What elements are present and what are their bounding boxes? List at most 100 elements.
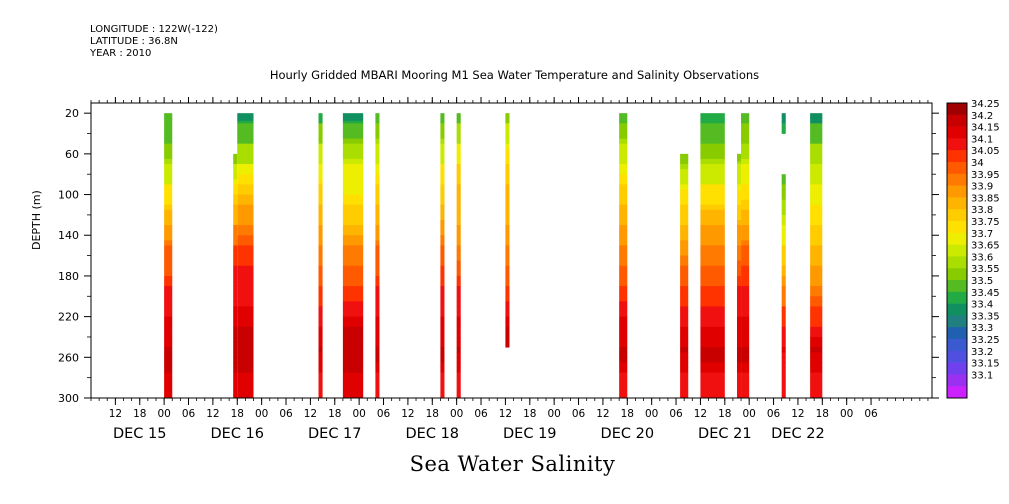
salinity-cell [680, 260, 689, 267]
salinity-cell [810, 392, 823, 396]
salinity-cell [233, 240, 238, 246]
salinity-cell [810, 395, 823, 399]
x-tick-label: 18 [231, 408, 244, 420]
salinity-cell [375, 209, 380, 216]
salinity-cell [456, 115, 461, 119]
salinity-cell [233, 255, 238, 262]
salinity-cell [164, 123, 173, 129]
salinity-cell [680, 158, 689, 162]
salinity-cell [505, 158, 510, 165]
salinity-cell [741, 390, 750, 394]
salinity-cell [505, 255, 510, 262]
salinity-cell [505, 169, 510, 175]
salinity-cell [700, 164, 725, 170]
salinity-cell [456, 306, 461, 312]
salinity-cell [456, 128, 461, 134]
salinity-cell [318, 115, 323, 119]
salinity-cell [505, 194, 510, 201]
salinity-cell [619, 115, 628, 119]
salinity-cell [700, 169, 725, 175]
salinity-cell [700, 115, 725, 119]
salinity-cell [237, 123, 254, 129]
salinity-cell [736, 156, 742, 160]
salinity-cell [736, 270, 742, 277]
salinity-cell [680, 392, 689, 396]
salinity-cell [736, 326, 742, 333]
salinity-cell [700, 306, 725, 312]
salinity-cell [375, 143, 380, 150]
salinity-cell [233, 372, 238, 379]
salinity-cell [456, 296, 461, 302]
salinity-cell [318, 296, 323, 302]
salinity-cell [375, 118, 380, 122]
salinity-cell [700, 387, 725, 391]
plot-frame [90, 102, 933, 399]
salinity-cell [619, 326, 628, 333]
salinity-cell [233, 357, 238, 363]
salinity-cell [810, 138, 823, 145]
salinity-cell [619, 194, 628, 201]
salinity-cell [375, 199, 380, 206]
salinity-cell [440, 306, 445, 312]
salinity-cell [342, 387, 364, 391]
salinity-cell [505, 301, 510, 307]
salinity-cell [456, 395, 461, 399]
salinity-cell [810, 148, 823, 155]
x-tick-label: 00 [352, 408, 365, 420]
salinity-cell [781, 230, 786, 236]
salinity-cell [505, 214, 510, 221]
salinity-cell [440, 331, 445, 338]
salinity-cell [736, 153, 742, 157]
salinity-cell [237, 387, 254, 391]
salinity-cell [237, 115, 254, 119]
salinity-cell [342, 158, 364, 165]
salinity-cell [741, 209, 750, 216]
salinity-cell [440, 179, 445, 185]
salinity-cell [375, 311, 380, 318]
x-day-label: DEC 17 [308, 426, 362, 442]
salinity-cell [318, 169, 323, 175]
salinity-cell [736, 179, 742, 185]
x-tick-label: 06 [474, 408, 488, 420]
salinity-cell [237, 148, 254, 155]
salinity-cell [375, 342, 380, 348]
salinity-cell [375, 331, 380, 338]
salinity-cell [741, 174, 750, 180]
salinity-cell [700, 390, 725, 394]
colorbar-swatch [947, 138, 967, 151]
salinity-cell [164, 255, 173, 262]
salinity-cell [375, 382, 380, 389]
salinity-cell [164, 291, 173, 297]
salinity-cell [456, 113, 461, 117]
salinity-cell [318, 245, 323, 251]
salinity-cell [237, 209, 254, 216]
salinity-cell [375, 123, 380, 129]
salinity-cell [237, 286, 254, 292]
salinity-cell [164, 367, 173, 373]
salinity-cell [810, 270, 823, 277]
salinity-cell [233, 275, 238, 282]
salinity-cell [741, 342, 750, 348]
salinity-cell [781, 176, 786, 180]
salinity-cell [741, 115, 750, 119]
colorbar-swatch [947, 221, 967, 234]
salinity-cell [619, 390, 628, 394]
salinity-cell [781, 392, 786, 396]
salinity-cell [700, 301, 725, 307]
salinity-cell [736, 245, 742, 251]
salinity-cell [237, 240, 254, 246]
colorbar-swatch [947, 232, 967, 245]
salinity-cell [342, 209, 364, 216]
salinity-cell [456, 199, 461, 206]
salinity-cell [164, 281, 173, 287]
salinity-cell [781, 235, 786, 241]
salinity-cell [375, 367, 380, 373]
salinity-cell [781, 113, 786, 117]
salinity-cell [781, 245, 786, 251]
salinity-cell [164, 164, 173, 170]
salinity-cell [741, 164, 750, 170]
salinity-cell [505, 128, 510, 134]
salinity-cell [505, 153, 510, 160]
x-tick-label: 18 [523, 408, 536, 420]
